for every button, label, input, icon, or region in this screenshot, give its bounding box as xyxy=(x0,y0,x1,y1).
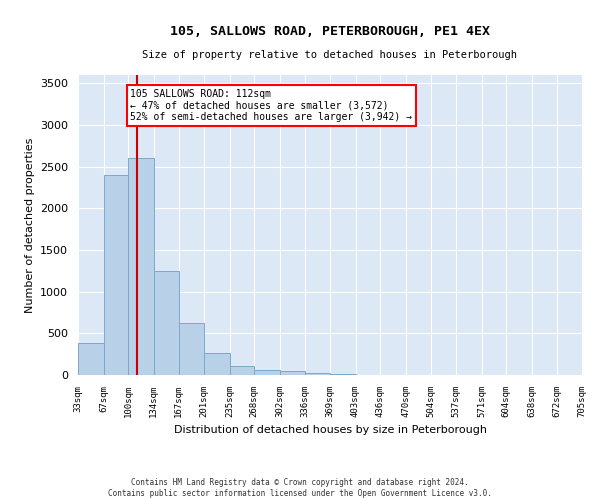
Bar xyxy=(128,158,154,375)
Bar xyxy=(104,175,128,375)
Bar xyxy=(280,371,305,375)
Text: Contains HM Land Registry data © Crown copyright and database right 2024.
Contai: Contains HM Land Registry data © Crown c… xyxy=(108,478,492,498)
Bar xyxy=(204,352,229,375)
Bar xyxy=(154,271,179,375)
X-axis label: Distribution of detached houses by size in Peterborough: Distribution of detached houses by size … xyxy=(173,426,487,436)
Bar xyxy=(305,372,330,375)
Bar xyxy=(78,342,104,375)
Bar xyxy=(254,370,280,375)
Y-axis label: Number of detached properties: Number of detached properties xyxy=(25,138,35,312)
Text: 105 SALLOWS ROAD: 112sqm
← 47% of detached houses are smaller (3,572)
52% of sem: 105 SALLOWS ROAD: 112sqm ← 47% of detach… xyxy=(131,89,413,122)
Text: Size of property relative to detached houses in Peterborough: Size of property relative to detached ho… xyxy=(143,50,517,60)
Bar xyxy=(330,374,355,375)
Bar xyxy=(179,322,204,375)
Bar xyxy=(229,366,254,375)
Text: 105, SALLOWS ROAD, PETERBOROUGH, PE1 4EX: 105, SALLOWS ROAD, PETERBOROUGH, PE1 4EX xyxy=(170,25,490,38)
